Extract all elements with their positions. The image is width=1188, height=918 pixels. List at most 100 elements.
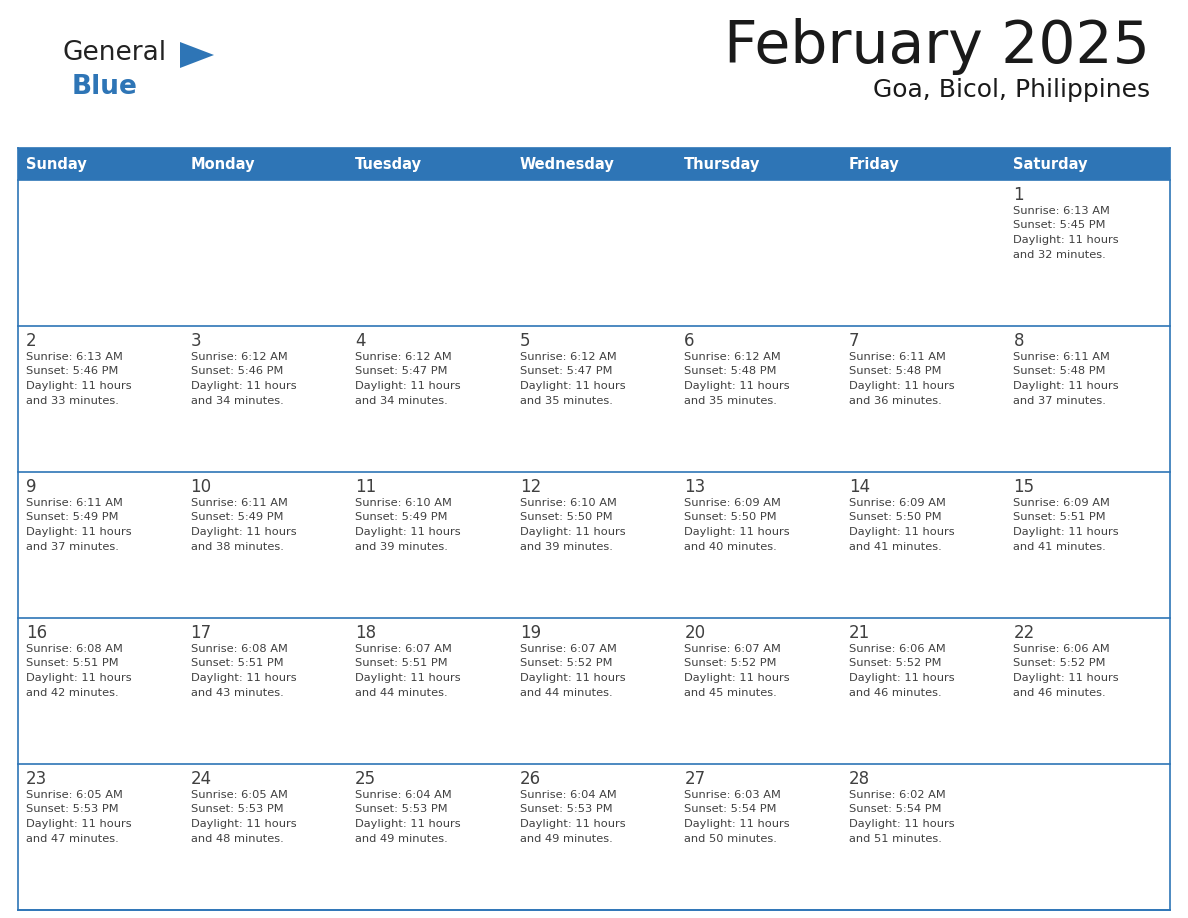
- Text: Friday: Friday: [849, 156, 899, 172]
- Text: Sunrise: 6:04 AM: Sunrise: 6:04 AM: [355, 790, 451, 800]
- Bar: [347, 472, 512, 618]
- Bar: [512, 148, 676, 180]
- Bar: [183, 148, 347, 180]
- Text: Sunrise: 6:04 AM: Sunrise: 6:04 AM: [519, 790, 617, 800]
- Text: Sunset: 5:54 PM: Sunset: 5:54 PM: [684, 804, 777, 814]
- Text: Daylight: 11 hours: Daylight: 11 hours: [26, 673, 132, 683]
- Text: and 48 minutes.: and 48 minutes.: [190, 834, 283, 844]
- Bar: [676, 618, 841, 764]
- Text: 1: 1: [1013, 186, 1024, 204]
- Bar: [512, 326, 676, 472]
- Text: Sunrise: 6:13 AM: Sunrise: 6:13 AM: [26, 352, 122, 362]
- Text: 7: 7: [849, 332, 859, 350]
- Text: Sunset: 5:52 PM: Sunset: 5:52 PM: [849, 658, 941, 668]
- Bar: [18, 148, 183, 180]
- Text: Sunset: 5:52 PM: Sunset: 5:52 PM: [519, 658, 612, 668]
- Text: Daylight: 11 hours: Daylight: 11 hours: [519, 819, 625, 829]
- Bar: [183, 326, 347, 472]
- Text: and 47 minutes.: and 47 minutes.: [26, 834, 119, 844]
- Bar: [841, 618, 1005, 764]
- Bar: [347, 764, 512, 910]
- Bar: [347, 148, 512, 180]
- Text: Sunset: 5:45 PM: Sunset: 5:45 PM: [1013, 220, 1106, 230]
- Text: 17: 17: [190, 624, 211, 642]
- Bar: [512, 472, 676, 618]
- Text: Sunset: 5:48 PM: Sunset: 5:48 PM: [849, 366, 941, 376]
- Bar: [676, 472, 841, 618]
- Text: Daylight: 11 hours: Daylight: 11 hours: [684, 673, 790, 683]
- Text: Daylight: 11 hours: Daylight: 11 hours: [849, 527, 954, 537]
- Text: Daylight: 11 hours: Daylight: 11 hours: [1013, 527, 1119, 537]
- Text: and 50 minutes.: and 50 minutes.: [684, 834, 777, 844]
- Text: Sunday: Sunday: [26, 156, 87, 172]
- Text: Sunrise: 6:05 AM: Sunrise: 6:05 AM: [26, 790, 122, 800]
- Text: and 46 minutes.: and 46 minutes.: [849, 688, 941, 698]
- Text: and 46 minutes.: and 46 minutes.: [1013, 688, 1106, 698]
- Text: and 39 minutes.: and 39 minutes.: [519, 542, 613, 552]
- Bar: [347, 618, 512, 764]
- Text: 2: 2: [26, 332, 37, 350]
- Text: Sunset: 5:51 PM: Sunset: 5:51 PM: [1013, 512, 1106, 522]
- Text: 6: 6: [684, 332, 695, 350]
- Bar: [676, 148, 841, 180]
- Text: and 43 minutes.: and 43 minutes.: [190, 688, 283, 698]
- Text: Sunset: 5:47 PM: Sunset: 5:47 PM: [355, 366, 448, 376]
- Text: Sunset: 5:53 PM: Sunset: 5:53 PM: [190, 804, 283, 814]
- Text: Sunset: 5:52 PM: Sunset: 5:52 PM: [1013, 658, 1106, 668]
- Text: Goa, Bicol, Philippines: Goa, Bicol, Philippines: [873, 78, 1150, 102]
- Bar: [347, 180, 512, 326]
- Text: Daylight: 11 hours: Daylight: 11 hours: [1013, 673, 1119, 683]
- Text: Daylight: 11 hours: Daylight: 11 hours: [355, 819, 461, 829]
- Text: 5: 5: [519, 332, 530, 350]
- Bar: [841, 326, 1005, 472]
- Bar: [347, 326, 512, 472]
- Polygon shape: [181, 42, 214, 68]
- Text: Sunset: 5:49 PM: Sunset: 5:49 PM: [355, 512, 448, 522]
- Text: 24: 24: [190, 770, 211, 788]
- Text: Sunset: 5:53 PM: Sunset: 5:53 PM: [355, 804, 448, 814]
- Text: Daylight: 11 hours: Daylight: 11 hours: [190, 819, 296, 829]
- Text: and 41 minutes.: and 41 minutes.: [849, 542, 942, 552]
- Text: 26: 26: [519, 770, 541, 788]
- Text: Daylight: 11 hours: Daylight: 11 hours: [849, 673, 954, 683]
- Bar: [841, 472, 1005, 618]
- Text: and 34 minutes.: and 34 minutes.: [355, 396, 448, 406]
- Text: and 37 minutes.: and 37 minutes.: [26, 542, 119, 552]
- Text: February 2025: February 2025: [725, 18, 1150, 75]
- Bar: [512, 180, 676, 326]
- Text: 19: 19: [519, 624, 541, 642]
- Text: Daylight: 11 hours: Daylight: 11 hours: [26, 819, 132, 829]
- Text: Sunrise: 6:09 AM: Sunrise: 6:09 AM: [849, 498, 946, 508]
- Bar: [18, 472, 183, 618]
- Text: General: General: [62, 40, 166, 66]
- Text: Daylight: 11 hours: Daylight: 11 hours: [26, 527, 132, 537]
- Text: Daylight: 11 hours: Daylight: 11 hours: [849, 381, 954, 391]
- Text: and 44 minutes.: and 44 minutes.: [519, 688, 612, 698]
- Bar: [183, 764, 347, 910]
- Text: Sunrise: 6:13 AM: Sunrise: 6:13 AM: [1013, 206, 1111, 216]
- Text: and 38 minutes.: and 38 minutes.: [190, 542, 284, 552]
- Text: Daylight: 11 hours: Daylight: 11 hours: [684, 819, 790, 829]
- Text: Sunrise: 6:12 AM: Sunrise: 6:12 AM: [190, 352, 287, 362]
- Text: and 39 minutes.: and 39 minutes.: [355, 542, 448, 552]
- Text: Sunrise: 6:12 AM: Sunrise: 6:12 AM: [519, 352, 617, 362]
- Text: Sunrise: 6:06 AM: Sunrise: 6:06 AM: [849, 644, 946, 654]
- Text: Daylight: 11 hours: Daylight: 11 hours: [684, 527, 790, 537]
- Text: Sunset: 5:54 PM: Sunset: 5:54 PM: [849, 804, 941, 814]
- Text: Sunset: 5:53 PM: Sunset: 5:53 PM: [26, 804, 119, 814]
- Text: 10: 10: [190, 478, 211, 496]
- Text: Daylight: 11 hours: Daylight: 11 hours: [849, 819, 954, 829]
- Bar: [841, 180, 1005, 326]
- Text: 27: 27: [684, 770, 706, 788]
- Text: and 35 minutes.: and 35 minutes.: [684, 396, 777, 406]
- Text: 23: 23: [26, 770, 48, 788]
- Bar: [1005, 618, 1170, 764]
- Text: and 49 minutes.: and 49 minutes.: [519, 834, 613, 844]
- Text: Daylight: 11 hours: Daylight: 11 hours: [355, 673, 461, 683]
- Text: and 49 minutes.: and 49 minutes.: [355, 834, 448, 844]
- Text: 18: 18: [355, 624, 377, 642]
- Text: Sunset: 5:50 PM: Sunset: 5:50 PM: [849, 512, 941, 522]
- Text: Sunrise: 6:09 AM: Sunrise: 6:09 AM: [1013, 498, 1111, 508]
- Text: and 45 minutes.: and 45 minutes.: [684, 688, 777, 698]
- Text: Sunrise: 6:05 AM: Sunrise: 6:05 AM: [190, 790, 287, 800]
